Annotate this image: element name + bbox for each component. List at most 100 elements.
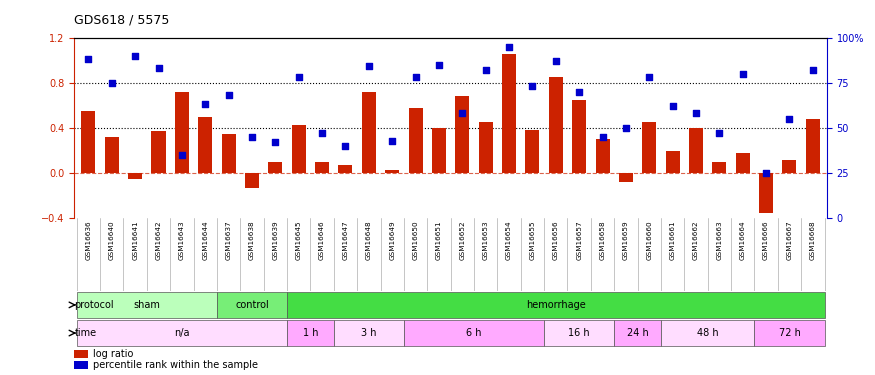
Text: GSM16641: GSM16641 xyxy=(132,220,138,260)
Point xyxy=(549,58,563,64)
Bar xyxy=(385,170,399,173)
Text: 48 h: 48 h xyxy=(696,328,718,338)
Text: hemorrhage: hemorrhage xyxy=(526,300,585,310)
Text: GSM16652: GSM16652 xyxy=(459,220,466,260)
Text: time: time xyxy=(74,328,97,338)
Text: GSM16643: GSM16643 xyxy=(178,220,185,260)
Bar xyxy=(77,292,217,318)
Point xyxy=(479,67,493,73)
Bar xyxy=(736,153,750,173)
Point xyxy=(315,130,329,136)
Text: log ratio: log ratio xyxy=(94,349,134,359)
Point xyxy=(760,170,774,176)
Bar xyxy=(105,137,119,173)
Bar xyxy=(666,151,680,173)
Point xyxy=(806,67,820,73)
Bar xyxy=(287,292,824,318)
Bar xyxy=(404,320,544,346)
Point xyxy=(689,111,703,117)
Text: GSM16651: GSM16651 xyxy=(436,220,442,260)
Text: GSM16640: GSM16640 xyxy=(108,220,115,260)
Bar xyxy=(128,173,142,179)
Text: GSM16660: GSM16660 xyxy=(647,220,652,260)
Bar xyxy=(81,111,95,173)
Point xyxy=(525,83,539,89)
Bar xyxy=(245,173,259,188)
Text: GSM16653: GSM16653 xyxy=(483,220,488,260)
Point xyxy=(339,143,353,149)
Text: GSM16662: GSM16662 xyxy=(693,220,699,260)
Point xyxy=(128,53,142,58)
Point xyxy=(432,62,446,68)
Point xyxy=(666,103,680,109)
Text: GSM16644: GSM16644 xyxy=(202,220,208,260)
Bar xyxy=(455,96,469,173)
Bar xyxy=(291,124,305,173)
Bar xyxy=(333,320,404,346)
Bar xyxy=(175,92,189,173)
Text: 16 h: 16 h xyxy=(569,328,590,338)
Text: GSM16656: GSM16656 xyxy=(553,220,559,260)
Text: GSM16638: GSM16638 xyxy=(249,220,255,260)
Bar xyxy=(596,139,610,173)
Text: percentile rank within the sample: percentile rank within the sample xyxy=(94,360,258,370)
Point xyxy=(642,74,656,80)
Bar xyxy=(754,320,824,346)
Bar xyxy=(362,92,376,173)
Bar xyxy=(619,173,633,182)
Bar xyxy=(689,128,703,173)
Bar xyxy=(151,131,165,173)
Bar xyxy=(782,160,796,173)
Text: GSM16655: GSM16655 xyxy=(529,220,536,260)
Text: n/a: n/a xyxy=(174,328,190,338)
Text: GSM16648: GSM16648 xyxy=(366,220,372,260)
Text: GSM16657: GSM16657 xyxy=(576,220,582,260)
Bar xyxy=(502,54,516,173)
Bar xyxy=(287,320,333,346)
Bar xyxy=(409,108,423,173)
Bar xyxy=(432,128,446,173)
Bar xyxy=(661,320,754,346)
Text: GSM16659: GSM16659 xyxy=(623,220,629,260)
Point xyxy=(572,89,586,95)
Bar xyxy=(544,320,614,346)
Bar xyxy=(74,361,88,369)
Point xyxy=(175,152,189,158)
Bar xyxy=(760,173,774,213)
Text: GSM16639: GSM16639 xyxy=(272,220,278,260)
Point xyxy=(596,134,610,140)
Point xyxy=(619,125,633,131)
Bar xyxy=(525,130,539,173)
Bar xyxy=(74,350,88,358)
Point xyxy=(221,92,235,98)
Bar xyxy=(199,117,213,173)
Point xyxy=(105,80,119,86)
Text: GSM16661: GSM16661 xyxy=(669,220,676,260)
Text: GSM16650: GSM16650 xyxy=(413,220,418,260)
Bar xyxy=(217,292,287,318)
Bar xyxy=(572,100,586,173)
Point xyxy=(362,63,376,69)
Text: GSM16637: GSM16637 xyxy=(226,220,232,260)
Text: 3 h: 3 h xyxy=(361,328,376,338)
Text: sham: sham xyxy=(133,300,160,310)
Text: GSM16664: GSM16664 xyxy=(739,220,746,260)
Text: GSM16636: GSM16636 xyxy=(86,220,91,260)
Point xyxy=(385,138,399,144)
Text: GSM16646: GSM16646 xyxy=(319,220,326,260)
Text: GSM16649: GSM16649 xyxy=(389,220,396,260)
Text: GSM16663: GSM16663 xyxy=(717,220,723,260)
Point xyxy=(409,74,423,80)
Text: GSM16666: GSM16666 xyxy=(763,220,769,260)
Text: GSM16645: GSM16645 xyxy=(296,220,302,260)
Bar xyxy=(549,77,563,173)
Point xyxy=(269,140,283,146)
Bar xyxy=(614,320,661,346)
Point xyxy=(81,56,95,62)
Text: 1 h: 1 h xyxy=(303,328,318,338)
Point xyxy=(502,44,516,50)
Bar xyxy=(642,122,656,173)
Point xyxy=(455,111,469,117)
Text: GSM16642: GSM16642 xyxy=(156,220,162,260)
Text: GDS618 / 5575: GDS618 / 5575 xyxy=(74,13,170,26)
